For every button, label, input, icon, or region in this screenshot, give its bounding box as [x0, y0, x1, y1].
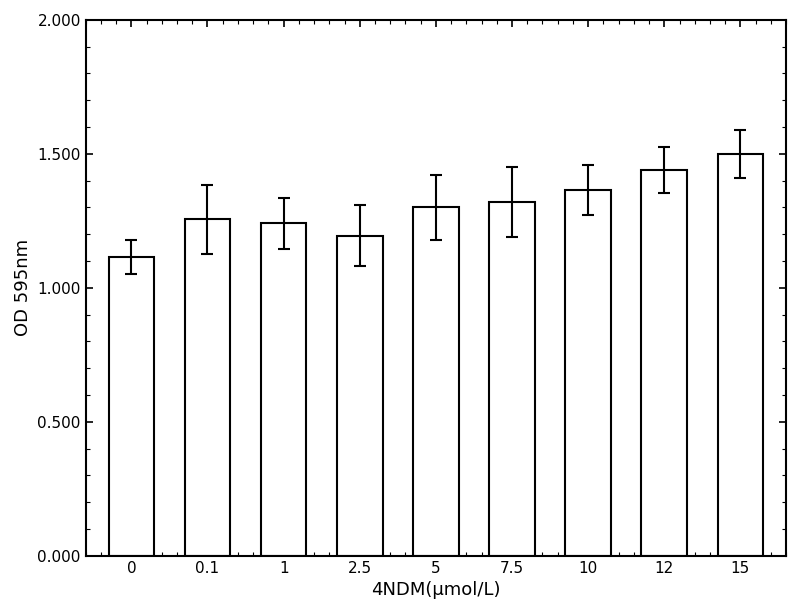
X-axis label: 4NDM(μmol/L): 4NDM(μmol/L) [371, 581, 501, 599]
Bar [718, 154, 763, 556]
Bar [413, 207, 458, 556]
Y-axis label: OD 595nm: OD 595nm [14, 239, 32, 337]
Bar [261, 224, 306, 556]
Bar [109, 257, 154, 556]
Bar [642, 170, 687, 556]
Bar [566, 190, 611, 556]
Bar [337, 235, 382, 556]
Bar [185, 219, 230, 556]
Bar [489, 202, 535, 556]
